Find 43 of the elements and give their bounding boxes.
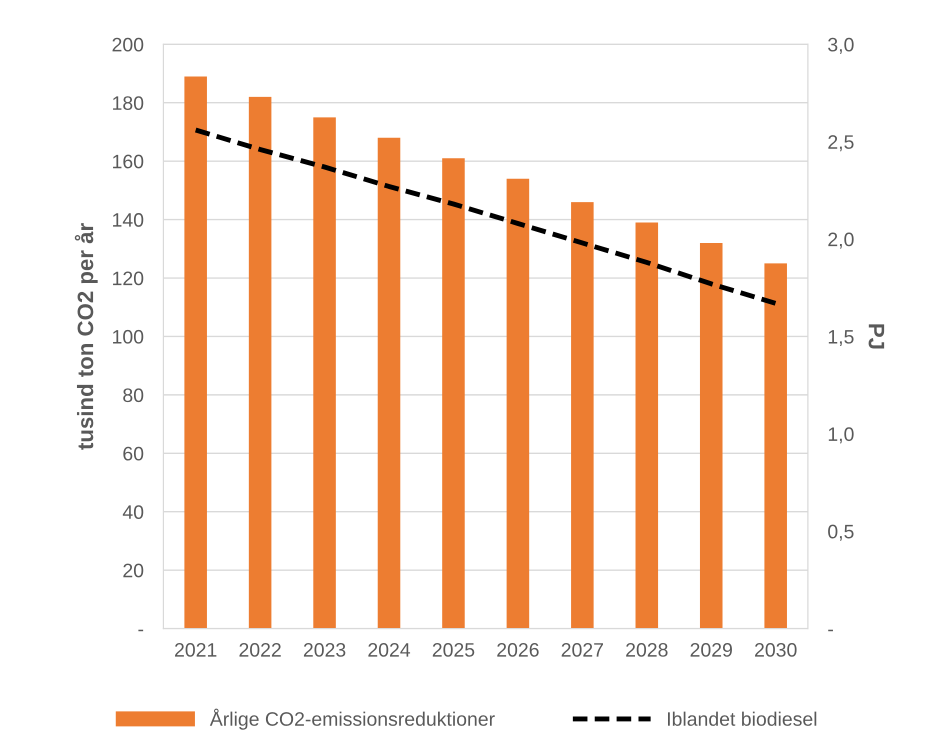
y2-tick-label: 2,0 bbox=[828, 232, 854, 249]
y2-tick-label: 2,5 bbox=[828, 135, 854, 152]
y2-tick-label: 3,0 bbox=[828, 38, 854, 54]
y-tick-label: 80 bbox=[123, 388, 144, 402]
y-tick-label: 60 bbox=[123, 446, 144, 461]
x-tick-label: 2024 bbox=[368, 642, 410, 657]
x-tick-label: 2027 bbox=[562, 642, 604, 657]
bar bbox=[378, 138, 400, 629]
x-tick-label: 2028 bbox=[626, 642, 668, 657]
bar bbox=[764, 263, 787, 629]
x-tick-label: 2029 bbox=[690, 642, 732, 657]
bar bbox=[636, 222, 658, 629]
bar bbox=[700, 242, 723, 629]
y-tick-label: 140 bbox=[113, 213, 144, 227]
legend-label: Årlige CO2-emissionsreduktioner bbox=[210, 708, 495, 730]
x-tick-label: 2022 bbox=[239, 642, 281, 657]
y2-tick-label: 0,5 bbox=[828, 524, 854, 541]
bar bbox=[248, 96, 272, 629]
y-tick-label: - bbox=[138, 630, 144, 632]
x-tick-label: 2025 bbox=[432, 642, 474, 657]
y-tick-label: 160 bbox=[113, 154, 144, 168]
y-tick-label: 180 bbox=[113, 96, 144, 110]
x-tick-label: 2023 bbox=[304, 642, 346, 657]
y2-tick-label: 1,5 bbox=[828, 330, 854, 346]
y2-tick-label: 1,0 bbox=[828, 427, 854, 444]
y2-tick-label: - bbox=[828, 630, 833, 632]
x-tick-label: 2021 bbox=[175, 642, 216, 657]
y-tick-label: 120 bbox=[113, 271, 144, 286]
legend-label: Iblandet biodiesel bbox=[668, 712, 816, 726]
bar bbox=[506, 178, 530, 629]
bar bbox=[184, 76, 207, 629]
bar bbox=[442, 158, 465, 629]
y-tick-label: 40 bbox=[122, 505, 144, 519]
y2-axis-title: PJ bbox=[868, 324, 884, 349]
bar bbox=[313, 117, 336, 629]
y-axis-title: tusind ton CO2 per år bbox=[74, 223, 98, 450]
x-tick-label: 2030 bbox=[755, 642, 797, 657]
x-tick-label: 2026 bbox=[497, 642, 539, 657]
y-tick-label: 100 bbox=[113, 330, 144, 344]
line-series bbox=[193, 128, 778, 306]
bar bbox=[571, 202, 594, 629]
y-tick-label: 20 bbox=[123, 564, 144, 578]
y-tick-label: 200 bbox=[112, 38, 144, 52]
